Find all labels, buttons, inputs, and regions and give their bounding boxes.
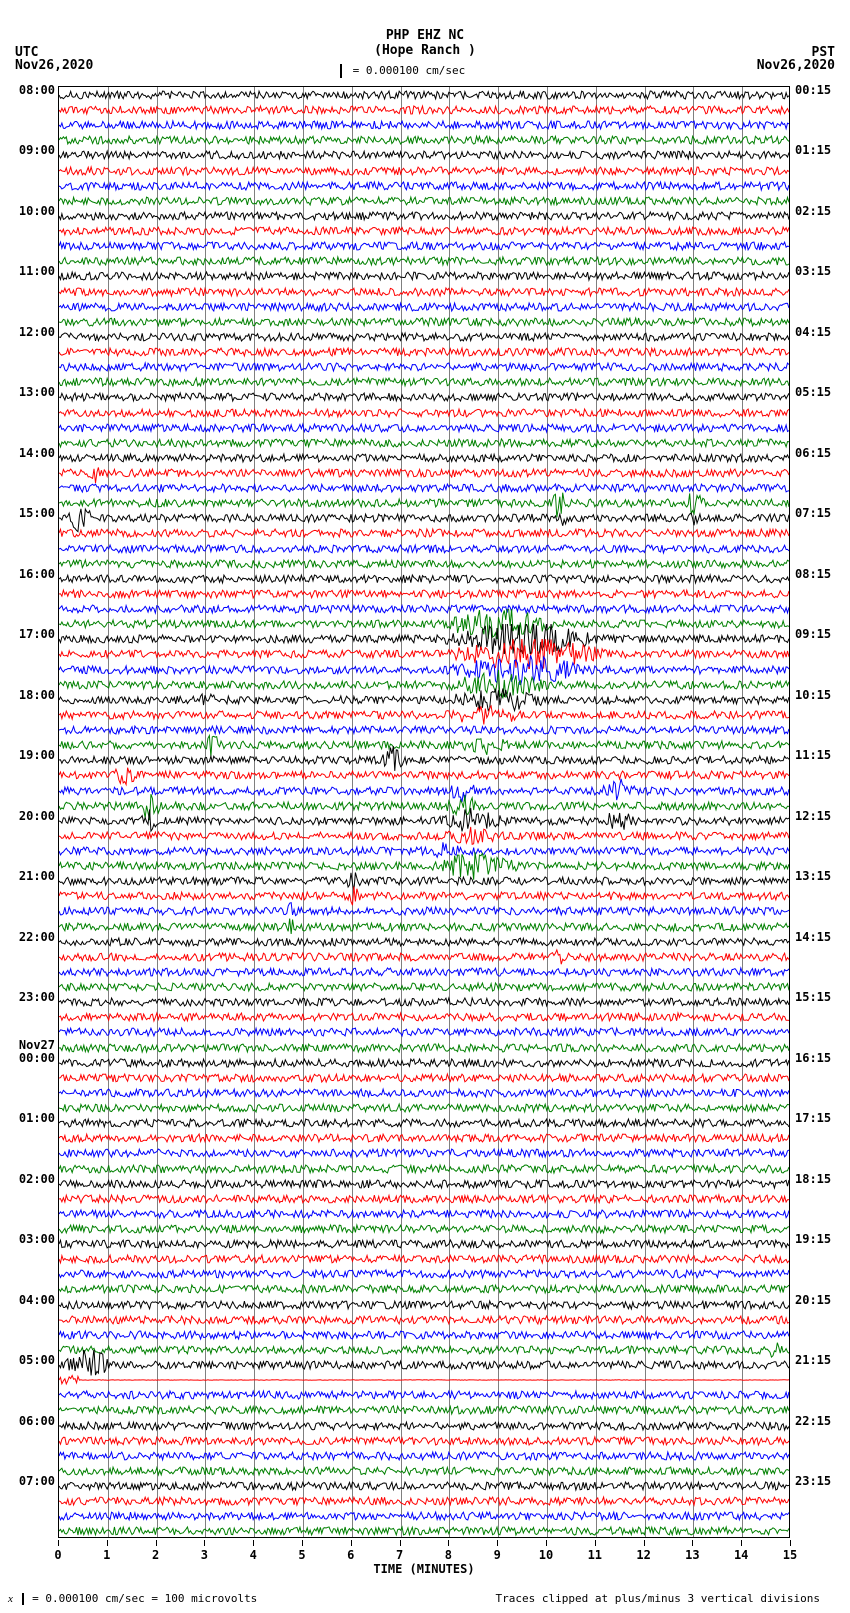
pst-time-label: 08:15 [795, 567, 845, 581]
pst-time-label: 17:15 [795, 1111, 845, 1125]
pst-time-label: 13:15 [795, 869, 845, 883]
day-change-label: Nov27 [5, 1038, 55, 1052]
utc-time-label: 03:00 [5, 1232, 55, 1246]
utc-time-label: 19:00 [5, 748, 55, 762]
x-tick [156, 1540, 157, 1546]
x-tick-label: 0 [54, 1548, 61, 1562]
chart-title: PHP EHZ NC [0, 28, 850, 43]
footer-scale-bar-icon [22, 1593, 24, 1605]
x-tick [692, 1540, 693, 1546]
scale-bar-icon [340, 64, 342, 78]
x-tick [400, 1540, 401, 1546]
x-tick [448, 1540, 449, 1546]
x-tick [58, 1540, 59, 1546]
utc-time-label: 11:00 [5, 264, 55, 278]
footer-scale-text: = 0.000100 cm/sec = 100 microvolts [32, 1592, 257, 1605]
utc-time-label: 14:00 [5, 446, 55, 460]
utc-time-label: 08:00 [5, 83, 55, 97]
x-tick [790, 1540, 791, 1546]
x-tick-label: 1 [103, 1548, 110, 1562]
x-tick-label: 12 [636, 1548, 650, 1562]
utc-time-label: 02:00 [5, 1172, 55, 1186]
x-tick-label: 13 [685, 1548, 699, 1562]
x-tick [595, 1540, 596, 1546]
utc-time-label: 00:00 [5, 1051, 55, 1065]
x-tick [107, 1540, 108, 1546]
utc-time-label: 20:00 [5, 809, 55, 823]
footer-clip-note: Traces clipped at plus/minus 3 vertical … [495, 1592, 820, 1605]
utc-time-label: 16:00 [5, 567, 55, 581]
x-axis: TIME (MINUTES) 0123456789101112131415 [58, 1540, 790, 1580]
pst-time-label: 05:15 [795, 385, 845, 399]
utc-time-label: 13:00 [5, 385, 55, 399]
pst-time-label: 02:15 [795, 204, 845, 218]
utc-time-label: 06:00 [5, 1414, 55, 1428]
x-tick [204, 1540, 205, 1546]
x-tick-label: 11 [588, 1548, 602, 1562]
pst-time-label: 07:15 [795, 506, 845, 520]
pst-time-label: 15:15 [795, 990, 845, 1004]
pst-time-label: 06:15 [795, 446, 845, 460]
pst-time-label: 03:15 [795, 264, 845, 278]
x-tick [644, 1540, 645, 1546]
pst-time-label: 20:15 [795, 1293, 845, 1307]
x-tick-label: 15 [783, 1548, 797, 1562]
x-tick [546, 1540, 547, 1546]
pst-time-label: 10:15 [795, 688, 845, 702]
scale-indicator: = 0.000100 cm/sec [340, 64, 465, 78]
utc-time-label: 15:00 [5, 506, 55, 520]
utc-time-label: 12:00 [5, 325, 55, 339]
x-tick [351, 1540, 352, 1546]
x-tick-label: 4 [250, 1548, 257, 1562]
x-tick-label: 3 [201, 1548, 208, 1562]
x-tick-label: 9 [494, 1548, 501, 1562]
x-tick-label: 7 [396, 1548, 403, 1562]
seismogram-plot [58, 86, 790, 1538]
pst-time-label: 21:15 [795, 1353, 845, 1367]
pst-time-label: 14:15 [795, 930, 845, 944]
pst-time-label: 09:15 [795, 627, 845, 641]
utc-time-label: 17:00 [5, 627, 55, 641]
x-tick [302, 1540, 303, 1546]
pst-time-label: 16:15 [795, 1051, 845, 1065]
x-axis-title: TIME (MINUTES) [373, 1562, 474, 1576]
pst-time-label: 18:15 [795, 1172, 845, 1186]
pst-time-label: 00:15 [795, 83, 845, 97]
utc-date: Nov26,2020 [15, 58, 93, 73]
utc-time-label: 05:00 [5, 1353, 55, 1367]
chart-header: PHP EHZ NC (Hope Ranch ) [0, 28, 850, 58]
pst-date: Nov26,2020 [757, 58, 835, 73]
pst-time-label: 23:15 [795, 1474, 845, 1488]
footer-scale: x = 0.000100 cm/sec = 100 microvolts [8, 1592, 257, 1605]
chart-subtitle: (Hope Ranch ) [0, 43, 850, 58]
x-tick-label: 6 [347, 1548, 354, 1562]
utc-time-label: 22:00 [5, 930, 55, 944]
utc-time-label: 18:00 [5, 688, 55, 702]
utc-time-label: 07:00 [5, 1474, 55, 1488]
pst-time-label: 01:15 [795, 143, 845, 157]
x-tick-label: 8 [445, 1548, 452, 1562]
utc-time-label: 23:00 [5, 990, 55, 1004]
pst-time-label: 22:15 [795, 1414, 845, 1428]
utc-time-label: 21:00 [5, 869, 55, 883]
utc-time-label: 04:00 [5, 1293, 55, 1307]
x-tick [253, 1540, 254, 1546]
x-tick [497, 1540, 498, 1546]
x-tick-label: 14 [734, 1548, 748, 1562]
x-tick-label: 2 [152, 1548, 159, 1562]
pst-time-label: 19:15 [795, 1232, 845, 1246]
x-tick-label: 10 [539, 1548, 553, 1562]
pst-time-label: 04:15 [795, 325, 845, 339]
x-tick-label: 5 [298, 1548, 305, 1562]
scale-text: = 0.000100 cm/sec [353, 64, 466, 77]
x-tick [741, 1540, 742, 1546]
pst-time-label: 11:15 [795, 748, 845, 762]
pst-time-label: 12:15 [795, 809, 845, 823]
utc-time-label: 09:00 [5, 143, 55, 157]
utc-time-label: 10:00 [5, 204, 55, 218]
utc-time-label: 01:00 [5, 1111, 55, 1125]
